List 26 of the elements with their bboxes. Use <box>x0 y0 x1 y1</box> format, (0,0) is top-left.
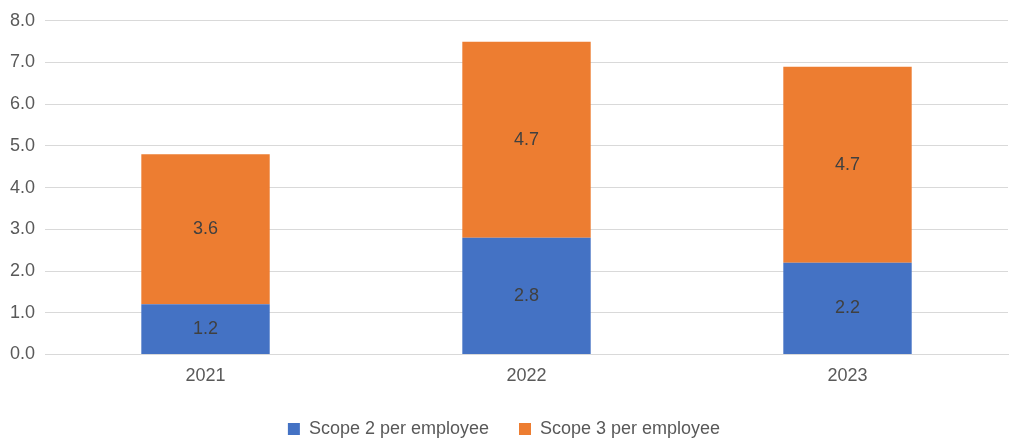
data-label: 1.2 <box>193 318 219 339</box>
data-label: 4.7 <box>514 128 540 149</box>
x-tick-label: 2022 <box>506 365 547 386</box>
legend-label: Scope 2 per employee <box>308 417 490 438</box>
bar <box>141 304 270 354</box>
y-tick-label: 6.0 <box>9 93 36 114</box>
data-label: 4.7 <box>834 153 861 174</box>
y-tick-label: 7.0 <box>9 51 36 72</box>
data-label: 2.2 <box>834 297 861 318</box>
legend-label: Scope 3 per employee <box>540 417 721 438</box>
data-label: 2.8 <box>514 284 540 305</box>
y-tick-label: 4.0 <box>9 176 36 197</box>
y-tick-label: 1.0 <box>9 301 36 322</box>
data-label: 3.6 <box>193 218 219 239</box>
y-tick-label: 5.0 <box>9 134 36 155</box>
x-tick-label: 2023 <box>827 365 868 386</box>
bar <box>462 41 591 238</box>
bar <box>783 262 912 354</box>
bar <box>141 154 270 305</box>
y-tick-label: 0.0 <box>9 343 36 364</box>
y-tick-label: 8.0 <box>9 9 36 30</box>
x-tick-label: 2021 <box>185 365 226 386</box>
y-tick-label: 2.0 <box>9 259 36 280</box>
bar <box>783 66 912 263</box>
y-tick-label: 3.0 <box>9 218 36 239</box>
bar <box>462 237 591 354</box>
